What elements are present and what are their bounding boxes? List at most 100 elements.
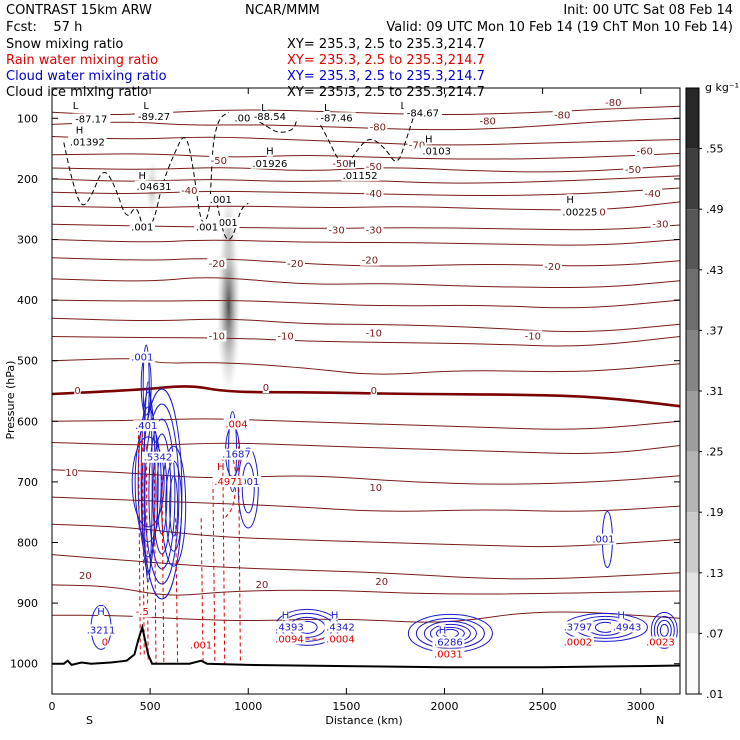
- temperature-label-bg: [650, 218, 670, 230]
- temperature-contour--10: [52, 299, 680, 309]
- temperature-contour--50: [52, 175, 680, 184]
- cloud-water-contour: [152, 433, 172, 555]
- snow-label: H: [566, 195, 574, 206]
- temperature-contour--10: [52, 336, 680, 347]
- colorbar-bin: [686, 572, 699, 634]
- colorbar: .55 .49 .43 .37 .31 .25 .19 .13 .07 .01: [685, 87, 724, 701]
- temperature-contour-20: [52, 584, 680, 596]
- temperature-label: -70: [409, 141, 425, 152]
- south-label: S: [86, 714, 93, 727]
- snow-label-bg: [134, 180, 174, 192]
- snow-label-bg: [213, 217, 240, 229]
- cloud-water-contour: [659, 623, 669, 637]
- snow-label-bg: [420, 145, 453, 157]
- temperature-label: -10: [209, 331, 225, 342]
- temperature-label: -50: [366, 162, 382, 173]
- temperature-label-bg: [255, 578, 269, 590]
- rain-label-bg: [561, 636, 594, 648]
- temperature-label: 0: [263, 383, 269, 394]
- snow-label-bg: [76, 124, 83, 136]
- snow-label: -84.67: [407, 108, 439, 119]
- snow-label-bg: [566, 194, 574, 206]
- x-tick-label: 2500: [529, 700, 557, 713]
- snow-label: L: [261, 103, 267, 114]
- rain-label-bg: [644, 636, 677, 648]
- temperature-label: 20: [256, 580, 269, 591]
- colorbar-unit: g kg⁻¹: [705, 81, 739, 94]
- snow-label: .0103: [422, 147, 451, 158]
- snow-label: H: [425, 135, 433, 146]
- cloud-water-contour: [415, 617, 485, 649]
- temperature-label-bg: [209, 154, 229, 166]
- colorbar-tick-label: .01: [706, 688, 724, 701]
- rain-label-bg: [132, 606, 152, 618]
- cloud-water-contour: [165, 460, 183, 552]
- y-axis-label: Pressure (hPa): [4, 361, 17, 440]
- colorbar-tick-label: .07: [706, 627, 724, 640]
- rain-label: 0: [102, 638, 108, 649]
- cloud-water-label: H: [439, 625, 447, 636]
- temperature-contour--20: [52, 257, 680, 267]
- cloud-water-label: .6286: [434, 638, 463, 649]
- snow-label: -87.17: [75, 115, 107, 126]
- cloud-water-contour: [169, 475, 179, 537]
- temperature-contour-10: [52, 469, 680, 485]
- model-title: CONTRAST 15km ARW: [6, 3, 152, 18]
- plot-area: -80 -80 -80 -80 -70 -60 -50 -50 -50 -50 -40 -40 -40 -…: [52, 97, 680, 669]
- cloud-water-label: .001: [131, 353, 153, 364]
- snow-label-bg: [266, 145, 274, 157]
- temperature-label: -20: [287, 259, 303, 270]
- temperature-label-bg: [179, 185, 199, 197]
- terrain-line: [52, 623, 680, 669]
- rain-label: .0094: [275, 634, 304, 645]
- temperature-contour--10: [52, 317, 680, 333]
- snow-label-bg: [194, 221, 220, 233]
- temperature-label: -80: [480, 116, 496, 127]
- y-tick-label: 900: [17, 597, 38, 610]
- legend-xy-0: XY= 235.3, 2.5 to 235.3,214.7: [287, 37, 485, 52]
- snow-label-bg: [403, 107, 443, 119]
- rain-label-bg: [324, 633, 357, 645]
- cloud-water-contour: [137, 406, 159, 558]
- snow-contour: [216, 202, 249, 241]
- rain-label: .4971: [214, 477, 243, 488]
- temperature-label-bg: [65, 466, 79, 478]
- snow-label-bg: [139, 169, 146, 181]
- temperature-label: -30: [652, 219, 668, 230]
- legend-xy-1: XY= 235.3, 2.5 to 235.3,214.7: [287, 53, 485, 68]
- snow-label: L: [400, 101, 406, 112]
- snow-label-bg: [72, 100, 79, 112]
- temperature-contour-0: [52, 385, 680, 408]
- rain-contour: [141, 433, 145, 658]
- rain-label-bg: [217, 460, 224, 472]
- snow-label: .01392: [70, 138, 105, 149]
- snow-label-bg: [143, 100, 150, 112]
- cloud-water-label: .4342: [326, 622, 355, 633]
- cloud-water-label: H: [617, 610, 625, 621]
- rain-label-bg: [223, 418, 250, 430]
- temperature-label: 10: [369, 483, 382, 494]
- temperature-label: -80: [370, 122, 386, 133]
- temperature-label-bg: [78, 569, 92, 581]
- plot-frame: [51, 87, 681, 695]
- temperature-label-bg: [364, 160, 384, 172]
- temperature-label: -50: [625, 165, 641, 176]
- rain-label-bg: [188, 639, 214, 651]
- rain-label: .0004: [326, 634, 355, 645]
- rain-contour: [145, 445, 149, 661]
- cloud-water-label-bg: [617, 609, 625, 621]
- rain-label: .0031: [434, 650, 463, 661]
- temperature-label-bg: [326, 224, 347, 236]
- temperature-label-bg: [207, 330, 227, 342]
- snow-label: -87.46: [320, 113, 352, 124]
- cloud-water-label: .001: [592, 535, 614, 546]
- y-tick-label: 800: [17, 537, 38, 550]
- temperature-label: -40: [644, 189, 660, 200]
- cloud-water-contour: [161, 445, 187, 567]
- y-tick-label: 1000: [10, 658, 38, 671]
- cloud-water-contours: [90, 344, 678, 653]
- snow-label: .00225: [562, 207, 597, 218]
- cloud-water-label-bg: [324, 621, 357, 633]
- temperature-label: -80: [605, 98, 621, 109]
